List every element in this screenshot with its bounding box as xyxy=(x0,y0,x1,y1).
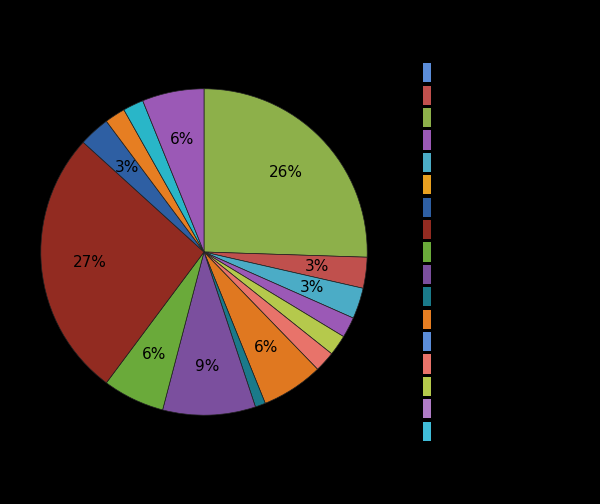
Text: 3%: 3% xyxy=(115,160,139,175)
Wedge shape xyxy=(204,252,332,369)
Text: 6%: 6% xyxy=(142,347,167,362)
Wedge shape xyxy=(163,252,256,415)
Text: 27%: 27% xyxy=(73,256,107,271)
FancyBboxPatch shape xyxy=(424,332,431,351)
FancyBboxPatch shape xyxy=(424,108,431,128)
Wedge shape xyxy=(124,101,204,252)
FancyBboxPatch shape xyxy=(424,198,431,217)
FancyBboxPatch shape xyxy=(424,86,431,105)
FancyBboxPatch shape xyxy=(424,131,431,150)
Wedge shape xyxy=(41,142,204,383)
FancyBboxPatch shape xyxy=(424,376,431,396)
Wedge shape xyxy=(106,110,204,252)
FancyBboxPatch shape xyxy=(424,153,431,172)
Wedge shape xyxy=(143,89,204,252)
Wedge shape xyxy=(204,252,317,403)
FancyBboxPatch shape xyxy=(424,287,431,306)
Wedge shape xyxy=(204,252,367,288)
FancyBboxPatch shape xyxy=(424,309,431,329)
Wedge shape xyxy=(204,252,265,407)
Wedge shape xyxy=(204,89,367,257)
FancyBboxPatch shape xyxy=(424,399,431,418)
FancyBboxPatch shape xyxy=(424,421,431,441)
Text: 6%: 6% xyxy=(170,133,194,147)
Text: 26%: 26% xyxy=(269,165,303,180)
Text: 3%: 3% xyxy=(305,259,329,274)
FancyBboxPatch shape xyxy=(424,265,431,284)
Wedge shape xyxy=(204,252,363,318)
FancyBboxPatch shape xyxy=(424,63,431,83)
Wedge shape xyxy=(83,121,204,252)
Text: 6%: 6% xyxy=(254,340,278,355)
Text: 9%: 9% xyxy=(196,359,220,373)
FancyBboxPatch shape xyxy=(424,354,431,373)
Wedge shape xyxy=(204,252,344,354)
FancyBboxPatch shape xyxy=(424,242,431,262)
FancyBboxPatch shape xyxy=(424,220,431,239)
Wedge shape xyxy=(204,252,353,337)
Wedge shape xyxy=(106,252,204,410)
Text: 3%: 3% xyxy=(300,281,325,295)
FancyBboxPatch shape xyxy=(424,175,431,195)
